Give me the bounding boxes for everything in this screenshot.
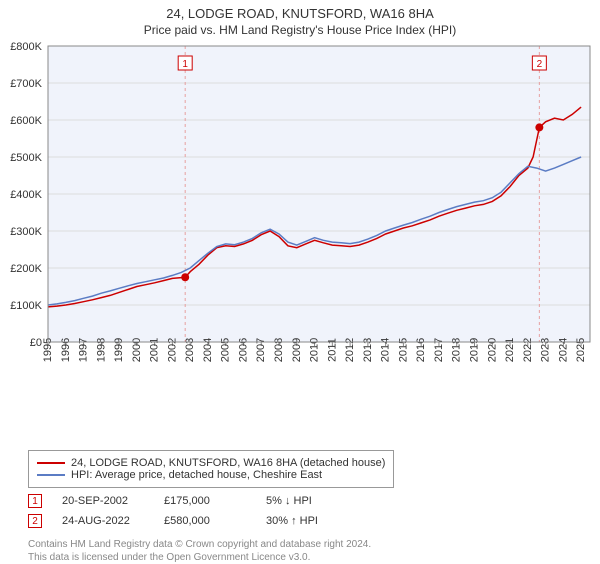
svg-text:2008: 2008 — [273, 338, 285, 362]
legend-item: HPI: Average price, detached house, Ches… — [37, 469, 385, 481]
svg-text:2013: 2013 — [362, 338, 374, 362]
svg-text:2006: 2006 — [237, 338, 249, 362]
svg-text:2018: 2018 — [451, 338, 463, 362]
svg-text:2016: 2016 — [415, 338, 427, 362]
svg-text:2023: 2023 — [540, 338, 552, 362]
event-price: £580,000 — [164, 515, 246, 527]
svg-text:2024: 2024 — [557, 338, 569, 362]
svg-text:£0: £0 — [30, 337, 42, 349]
svg-text:2012: 2012 — [344, 338, 356, 362]
event-date: 20-SEP-2002 — [62, 495, 144, 507]
svg-text:1997: 1997 — [78, 338, 90, 362]
event-date: 24-AUG-2022 — [62, 515, 144, 527]
legend-item: 24, LODGE ROAD, KNUTSFORD, WA16 8HA (det… — [37, 457, 385, 469]
svg-text:2010: 2010 — [309, 338, 321, 362]
legend-label: 24, LODGE ROAD, KNUTSFORD, WA16 8HA (det… — [71, 457, 385, 469]
legend-swatch — [37, 462, 65, 464]
svg-text:£300K: £300K — [10, 226, 42, 238]
svg-text:2007: 2007 — [255, 338, 267, 362]
footnote-line: This data is licensed under the Open Gov… — [28, 551, 371, 564]
event-marker: 2 — [28, 514, 42, 528]
svg-text:2004: 2004 — [202, 338, 214, 362]
event-row: 1 20-SEP-2002 £175,000 5% ↓ HPI — [28, 494, 348, 508]
svg-text:2020: 2020 — [486, 338, 498, 362]
event-price: £175,000 — [164, 495, 246, 507]
svg-text:2002: 2002 — [166, 338, 178, 362]
svg-text:£400K: £400K — [10, 189, 42, 201]
svg-text:£700K: £700K — [10, 78, 42, 90]
legend-label: HPI: Average price, detached house, Ches… — [71, 469, 322, 481]
svg-text:£200K: £200K — [10, 263, 42, 275]
svg-text:£500K: £500K — [10, 152, 42, 164]
svg-text:2009: 2009 — [291, 338, 303, 362]
legend-swatch — [37, 474, 65, 476]
svg-text:1996: 1996 — [60, 338, 72, 362]
svg-text:2005: 2005 — [220, 338, 232, 362]
svg-text:2017: 2017 — [433, 338, 445, 362]
chart-subtitle: Price paid vs. HM Land Registry's House … — [0, 21, 600, 37]
svg-text:2003: 2003 — [184, 338, 196, 362]
event-marker: 1 — [28, 494, 42, 508]
legend: 24, LODGE ROAD, KNUTSFORD, WA16 8HA (det… — [28, 450, 394, 488]
svg-text:2: 2 — [537, 59, 543, 70]
svg-text:2019: 2019 — [468, 338, 480, 362]
event-delta: 5% ↓ HPI — [266, 495, 348, 507]
svg-text:2000: 2000 — [131, 338, 143, 362]
svg-text:£600K: £600K — [10, 115, 42, 127]
svg-text:1: 1 — [182, 59, 188, 70]
svg-text:2025: 2025 — [575, 338, 587, 362]
event-row: 2 24-AUG-2022 £580,000 30% ↑ HPI — [28, 514, 348, 528]
svg-text:£100K: £100K — [10, 300, 42, 312]
chart-area: £0 £100K £200K £300K £400K £500K £600K £700K £80… — [0, 40, 600, 410]
footnote-line: Contains HM Land Registry data © Crown c… — [28, 538, 371, 551]
chart-title: 24, LODGE ROAD, KNUTSFORD, WA16 8HA — [0, 0, 600, 21]
svg-text:2014: 2014 — [380, 338, 392, 362]
svg-text:2001: 2001 — [149, 338, 161, 362]
svg-text:£800K: £800K — [10, 41, 42, 53]
svg-text:2021: 2021 — [504, 338, 516, 362]
event-delta: 30% ↑ HPI — [266, 515, 348, 527]
svg-text:1998: 1998 — [95, 338, 107, 362]
svg-text:2015: 2015 — [397, 338, 409, 362]
svg-text:2022: 2022 — [522, 338, 534, 362]
footnote: Contains HM Land Registry data © Crown c… — [28, 538, 371, 564]
svg-text:1999: 1999 — [113, 338, 125, 362]
